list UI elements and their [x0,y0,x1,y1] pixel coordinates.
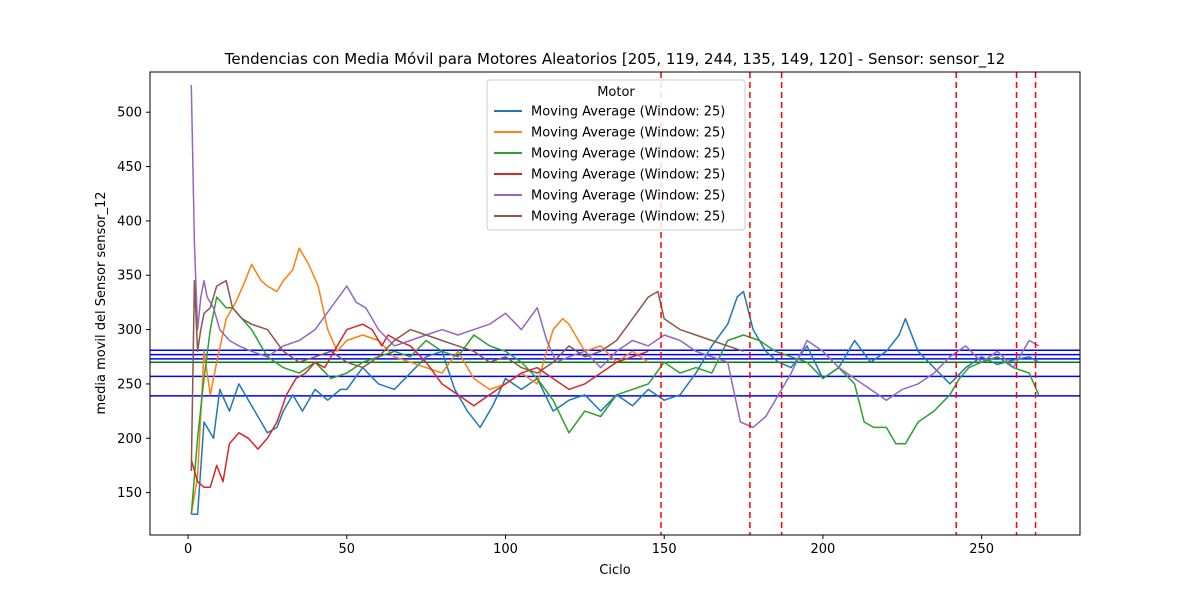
legend-label-3: Moving Average (Window: 25) [531,168,725,183]
legend-label-2: Moving Average (Window: 25) [531,147,725,162]
y-axis-label: media movil del Sensor sensor_12 [94,191,109,414]
y-tick-label: 250 [117,377,142,392]
x-tick-label: 150 [652,542,677,557]
y-tick-label: 450 [117,160,142,175]
plot-frame [149,71,1081,536]
y-tick-label: 200 [117,432,142,447]
x-tick-label: 50 [339,542,356,557]
x-tick-label: 100 [493,542,518,557]
y-tick-label: 400 [117,214,142,229]
y-tick-label: 500 [117,106,142,121]
legend: Motor Moving Average (Window: 25)Moving … [486,79,746,231]
series-line-0 [191,290,1040,516]
legend-label-1: Moving Average (Window: 25) [531,126,725,141]
x-tick-label: 0 [184,542,192,557]
series-line-2 [190,296,1040,515]
series-line-4 [190,84,1040,429]
x-axis-label: Ciclo [599,563,630,578]
y-tick-label: 300 [117,323,142,338]
y-tick-label: 150 [117,486,142,501]
legend-box [486,79,746,231]
legend-label-4: Moving Average (Window: 25) [531,189,725,204]
y-tick-label: 350 [117,269,142,284]
legend-label-0: Moving Average (Window: 25) [531,105,725,120]
series-line-1 [190,247,649,515]
reference-vlines [660,72,1037,535]
series-layer [190,84,1040,516]
x-tick-label: 250 [969,542,994,557]
series-line-5 [190,279,744,471]
chart-title: Tendencias con Media Móvil para Motores … [224,50,1005,69]
series-line-3 [190,323,649,488]
legend-items: Moving Average (Window: 25) Moving Averag… [494,105,725,225]
x-axis-ticks: 0 50 100 150 200 250 [184,535,994,557]
y-axis-ticks: 150 200 250 300 350 400 450 500 [117,106,150,501]
legend-title: Motor [597,85,635,100]
x-tick-label: 200 [810,542,835,557]
legend-label-5: Moving Average (Window: 25) [531,210,725,225]
